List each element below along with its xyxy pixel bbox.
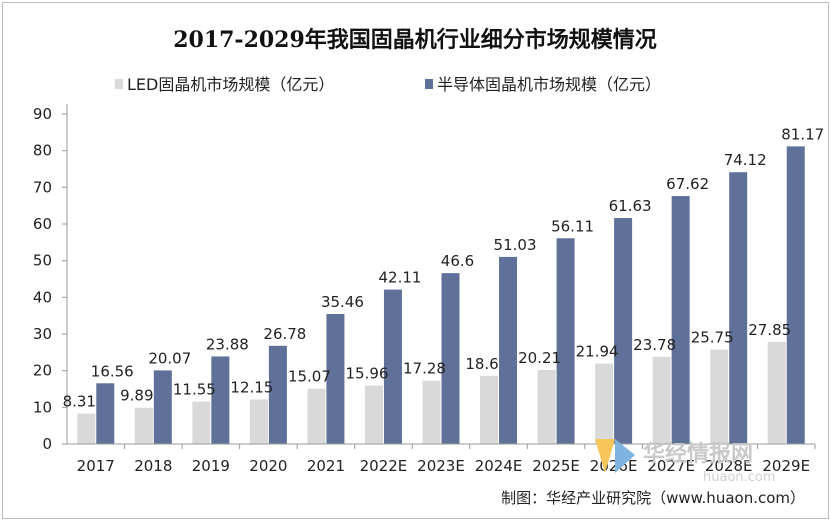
legend-label-semiconductor: 半导体固晶机市场规模（亿元） bbox=[437, 75, 661, 94]
data-labels: 8.31 16.56 9.89 20.07 11.55 23.88 12.15 26.78 15… bbox=[63, 125, 825, 410]
bar-semiconductor bbox=[268, 345, 287, 444]
x-tick-label: 2019 bbox=[192, 457, 230, 475]
bar-semiconductor bbox=[729, 172, 748, 444]
watermark-text: 华经情报网 bbox=[643, 441, 753, 467]
bar-led bbox=[595, 363, 614, 444]
data-label-semiconductor: 26.78 bbox=[263, 325, 306, 343]
y-tick-label: 20 bbox=[33, 362, 52, 380]
bar-led bbox=[134, 407, 153, 444]
bar-led bbox=[422, 380, 441, 444]
chart-canvas: 2017-2029年我国固晶机行业细分市场规模情况 LED固晶机市场规模（亿元）… bbox=[33, 27, 825, 507]
legend-swatch-led bbox=[115, 79, 123, 89]
data-label-led: 23.78 bbox=[633, 336, 676, 354]
data-label-semiconductor: 16.56 bbox=[91, 362, 134, 380]
data-label-led: 18.6 bbox=[465, 355, 498, 373]
x-tick-label: 2025E bbox=[532, 457, 580, 475]
legend-swatch-semiconductor bbox=[425, 79, 433, 89]
bar-semiconductor bbox=[441, 273, 460, 444]
y-tick-label: 50 bbox=[33, 252, 52, 270]
data-label-led: 15.96 bbox=[345, 364, 388, 382]
bar-semiconductor bbox=[153, 370, 172, 444]
data-label-led: 12.15 bbox=[230, 378, 273, 396]
bar-led bbox=[77, 413, 96, 444]
x-tick-label: 2028E bbox=[705, 457, 753, 475]
bar-led bbox=[192, 401, 211, 444]
legend: LED固晶机市场规模（亿元） 半导体固晶机市场规模（亿元） bbox=[115, 75, 661, 94]
data-label-led: 17.28 bbox=[403, 360, 446, 378]
legend-label-led: LED固晶机市场规模（亿元） bbox=[127, 75, 334, 94]
x-tick-label: 2027E bbox=[647, 457, 695, 475]
data-label-semiconductor: 51.03 bbox=[494, 236, 537, 254]
x-tick-label: 2022E bbox=[360, 457, 408, 475]
x-tick-label: 2018 bbox=[134, 457, 172, 475]
data-label-semiconductor: 67.62 bbox=[666, 175, 709, 193]
watermark-domain: huaon.com bbox=[703, 470, 776, 485]
data-label-semiconductor: 35.46 bbox=[321, 293, 364, 311]
x-tick-label: 2029E bbox=[762, 457, 810, 475]
data-label-semiconductor: 74.12 bbox=[724, 151, 767, 169]
y-tick-label: 0 bbox=[42, 435, 52, 453]
data-label-semiconductor: 61.63 bbox=[609, 197, 652, 215]
bar-semiconductor bbox=[383, 289, 402, 444]
data-label-led: 25.75 bbox=[691, 329, 734, 347]
bar-led bbox=[537, 369, 556, 444]
y-tick-label: 60 bbox=[33, 215, 52, 233]
bar-semiconductor bbox=[326, 313, 345, 444]
x-tick-label: 2024E bbox=[475, 457, 523, 475]
y-tick-label: 90 bbox=[33, 105, 52, 123]
y-tick-label: 10 bbox=[33, 398, 52, 416]
bar-semiconductor bbox=[556, 238, 575, 444]
bar-led bbox=[710, 349, 729, 444]
x-axis: 2017 2018 2019 2020 2021 2022E 2023E 2024E 2025E… bbox=[67, 443, 816, 475]
x-tick-label: 2017 bbox=[77, 457, 115, 475]
bar-led bbox=[652, 356, 671, 444]
bar-semiconductor bbox=[499, 256, 518, 444]
bar-semiconductor bbox=[671, 196, 690, 444]
data-label-led: 8.31 bbox=[63, 393, 96, 411]
bar-semiconductor bbox=[96, 383, 115, 444]
y-axis: 0 10 20 30 40 50 60 70 80 90 bbox=[33, 104, 68, 453]
data-label-semiconductor: 20.07 bbox=[148, 349, 191, 367]
watermark-logo-icon-part bbox=[615, 439, 635, 473]
data-label-semiconductor: 42.11 bbox=[378, 269, 421, 287]
source-note: 制图：华经产业研究院（www.huaon.com） bbox=[501, 489, 805, 507]
bar-semiconductor bbox=[614, 218, 633, 444]
watermark-logo-icon bbox=[595, 439, 615, 473]
data-label-led: 21.94 bbox=[576, 343, 619, 361]
data-label-semiconductor: 46.6 bbox=[441, 252, 474, 270]
y-tick-label: 70 bbox=[33, 178, 52, 196]
data-label-led: 27.85 bbox=[748, 321, 791, 339]
data-label-semiconductor: 56.11 bbox=[551, 217, 594, 235]
data-label-led: 15.07 bbox=[288, 368, 331, 386]
data-label-led: 11.55 bbox=[173, 381, 216, 399]
bar-led bbox=[480, 375, 499, 444]
bar-semiconductor bbox=[786, 146, 805, 445]
data-label-led: 9.89 bbox=[120, 387, 153, 405]
chart-title: 2017-2029年我国固晶机行业细分市场规模情况 bbox=[173, 27, 657, 53]
data-label-semiconductor: 23.88 bbox=[206, 335, 249, 353]
x-tick-label: 2020 bbox=[249, 457, 287, 475]
bar-led bbox=[364, 385, 383, 444]
x-tick-label: 2026E bbox=[590, 457, 638, 475]
y-tick-label: 80 bbox=[33, 142, 52, 160]
data-label-led: 20.21 bbox=[518, 349, 561, 367]
x-tick-label: 2021 bbox=[307, 457, 345, 475]
bar-led bbox=[307, 388, 326, 444]
y-tick-label: 30 bbox=[33, 325, 52, 343]
watermark: 华经情报网 huaon.com bbox=[595, 439, 776, 485]
bars bbox=[77, 146, 805, 445]
bar-led bbox=[767, 341, 786, 444]
y-tick-label: 40 bbox=[33, 288, 52, 306]
bar-semiconductor bbox=[211, 356, 230, 444]
data-label-semiconductor: 81.17 bbox=[781, 125, 824, 143]
bar-led bbox=[249, 399, 268, 444]
x-tick-label: 2023E bbox=[417, 457, 465, 475]
